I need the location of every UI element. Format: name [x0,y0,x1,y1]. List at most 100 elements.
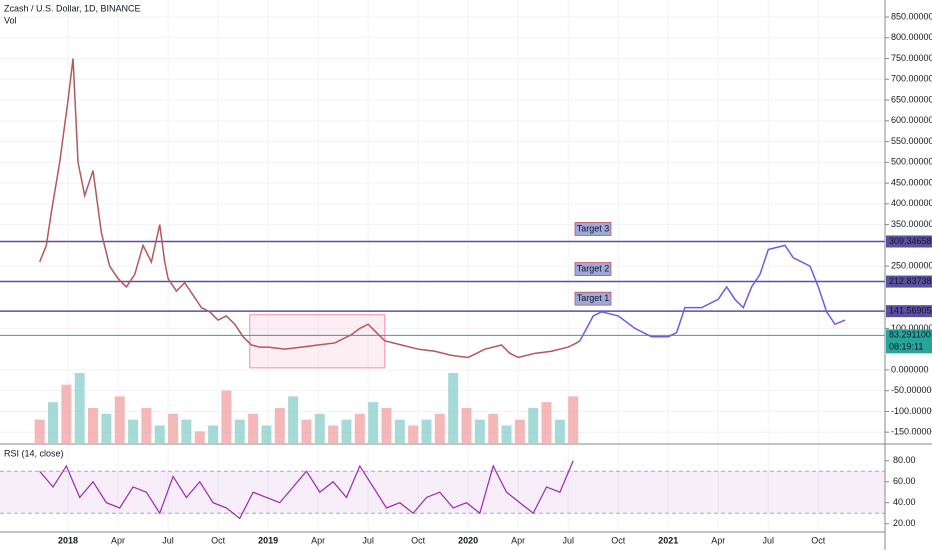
y-tick-label: -100.000000 [891,406,932,416]
volume-bar [274,408,285,443]
x-tick-label: Oct [811,535,826,545]
x-tick-label: Oct [611,535,626,545]
volume-bar [381,408,392,443]
price-line [38,58,581,359]
y-tick-label: 850.000000 [891,11,932,21]
price-label-bg [886,235,932,248]
x-tick-label: Jul [562,535,574,545]
volume-bar [234,419,245,443]
rsi-line [39,460,574,520]
range-box [249,314,386,369]
volume-bar [128,419,139,443]
x-tick-label: Jul [763,535,775,545]
x-tick-label: Apr [311,535,325,545]
y-tick-label: 750.000000 [891,53,932,63]
target-label: Target 2 [577,263,610,273]
volume-bar [248,413,259,443]
volume-bar [541,402,552,443]
volume-bar [328,425,339,443]
y-tick-label: 550.000000 [891,136,932,146]
target-label-bg [574,222,612,236]
y-tick-label: 100.000000 [891,323,932,333]
price-label: 309.346580 [889,236,932,246]
volume-bar [474,419,485,443]
y-tick-label: 800.000000 [891,32,932,42]
volume-bar [528,408,539,443]
volume-bar [74,373,85,443]
y-tick-label: -50.000000 [891,385,932,395]
volume-bar [101,413,112,443]
last-price-bg [886,329,932,354]
volume-bar [488,413,499,443]
volume-bar [368,402,379,443]
x-tick-label: 2019 [258,535,278,545]
y-tick-label: 250.000000 [891,261,932,271]
volume-bar [341,419,352,443]
x-tick-label: Oct [211,535,226,545]
volume-bar [114,396,125,443]
x-tick-label: 2021 [658,535,678,545]
x-tick-label: Apr [711,535,725,545]
rsi-tick-label: 60.00 [893,476,916,486]
volume-bar [48,402,59,443]
volume-bar [501,425,512,443]
rsi-band [0,471,885,514]
volume-bar [461,408,472,443]
volume-bar [394,419,405,443]
y-tick-label: 700.000000 [891,74,932,84]
y-tick-label: 450.000000 [891,177,932,187]
volume-bar [354,413,365,443]
volume-bar [168,413,179,443]
x-tick-label: Apr [111,535,125,545]
volume-bar [61,384,72,443]
volume-bar [181,419,192,443]
volume-bar [141,408,152,443]
volume-bar [314,413,325,443]
volume-bar [554,419,565,443]
volume-bar [154,425,165,443]
chart-title: Zcash / U.S. Dollar, 1D, BINANCE [4,3,141,13]
price-label: 212.837386 [889,276,932,286]
price-label-bg [886,275,932,288]
volume-bar [408,425,419,443]
target-label: Target 3 [577,223,610,233]
volume-bar [568,396,579,443]
volume-bar [434,413,445,443]
volume-bar [208,425,219,443]
price-label: 141.569058 [889,306,932,316]
y-tick-label: 650.000000 [891,94,932,104]
rsi-tick-label: 20.00 [893,518,916,528]
x-tick-label: Apr [511,535,525,545]
target-label-bg [574,262,612,276]
volume-bar [421,419,432,443]
price-label-bg [886,305,932,318]
y-tick-label: 350.000000 [891,219,932,229]
volume-bar [301,419,312,443]
volume-bar [261,425,272,443]
price-line [579,244,846,342]
volume-bar [88,408,99,443]
volume-bar [448,373,459,443]
target-label: Target 1 [577,293,610,303]
y-tick-label: 0.000000 [891,364,929,374]
volume-bar [514,419,525,443]
x-tick-label: 2020 [458,535,478,545]
x-tick-label: Oct [411,535,426,545]
volume-bar [34,419,45,443]
volume-bar [221,390,232,443]
y-tick-label: 500.000000 [891,157,932,167]
x-tick-label: Jul [362,535,374,545]
x-tick-label: Jul [162,535,174,545]
rsi-tick-label: 40.00 [893,497,916,507]
rsi-title: RSI (14, close) [4,448,64,458]
volume-bar [288,396,299,443]
countdown-label: 08:19:11 [889,342,923,352]
volume-bar [194,431,205,443]
target-label-bg [574,291,612,306]
rsi-tick-label: 80.00 [893,455,916,465]
x-tick-label: 2018 [58,535,78,545]
y-tick-label: 400.000000 [891,198,932,208]
y-tick-label: 600.000000 [891,115,932,125]
